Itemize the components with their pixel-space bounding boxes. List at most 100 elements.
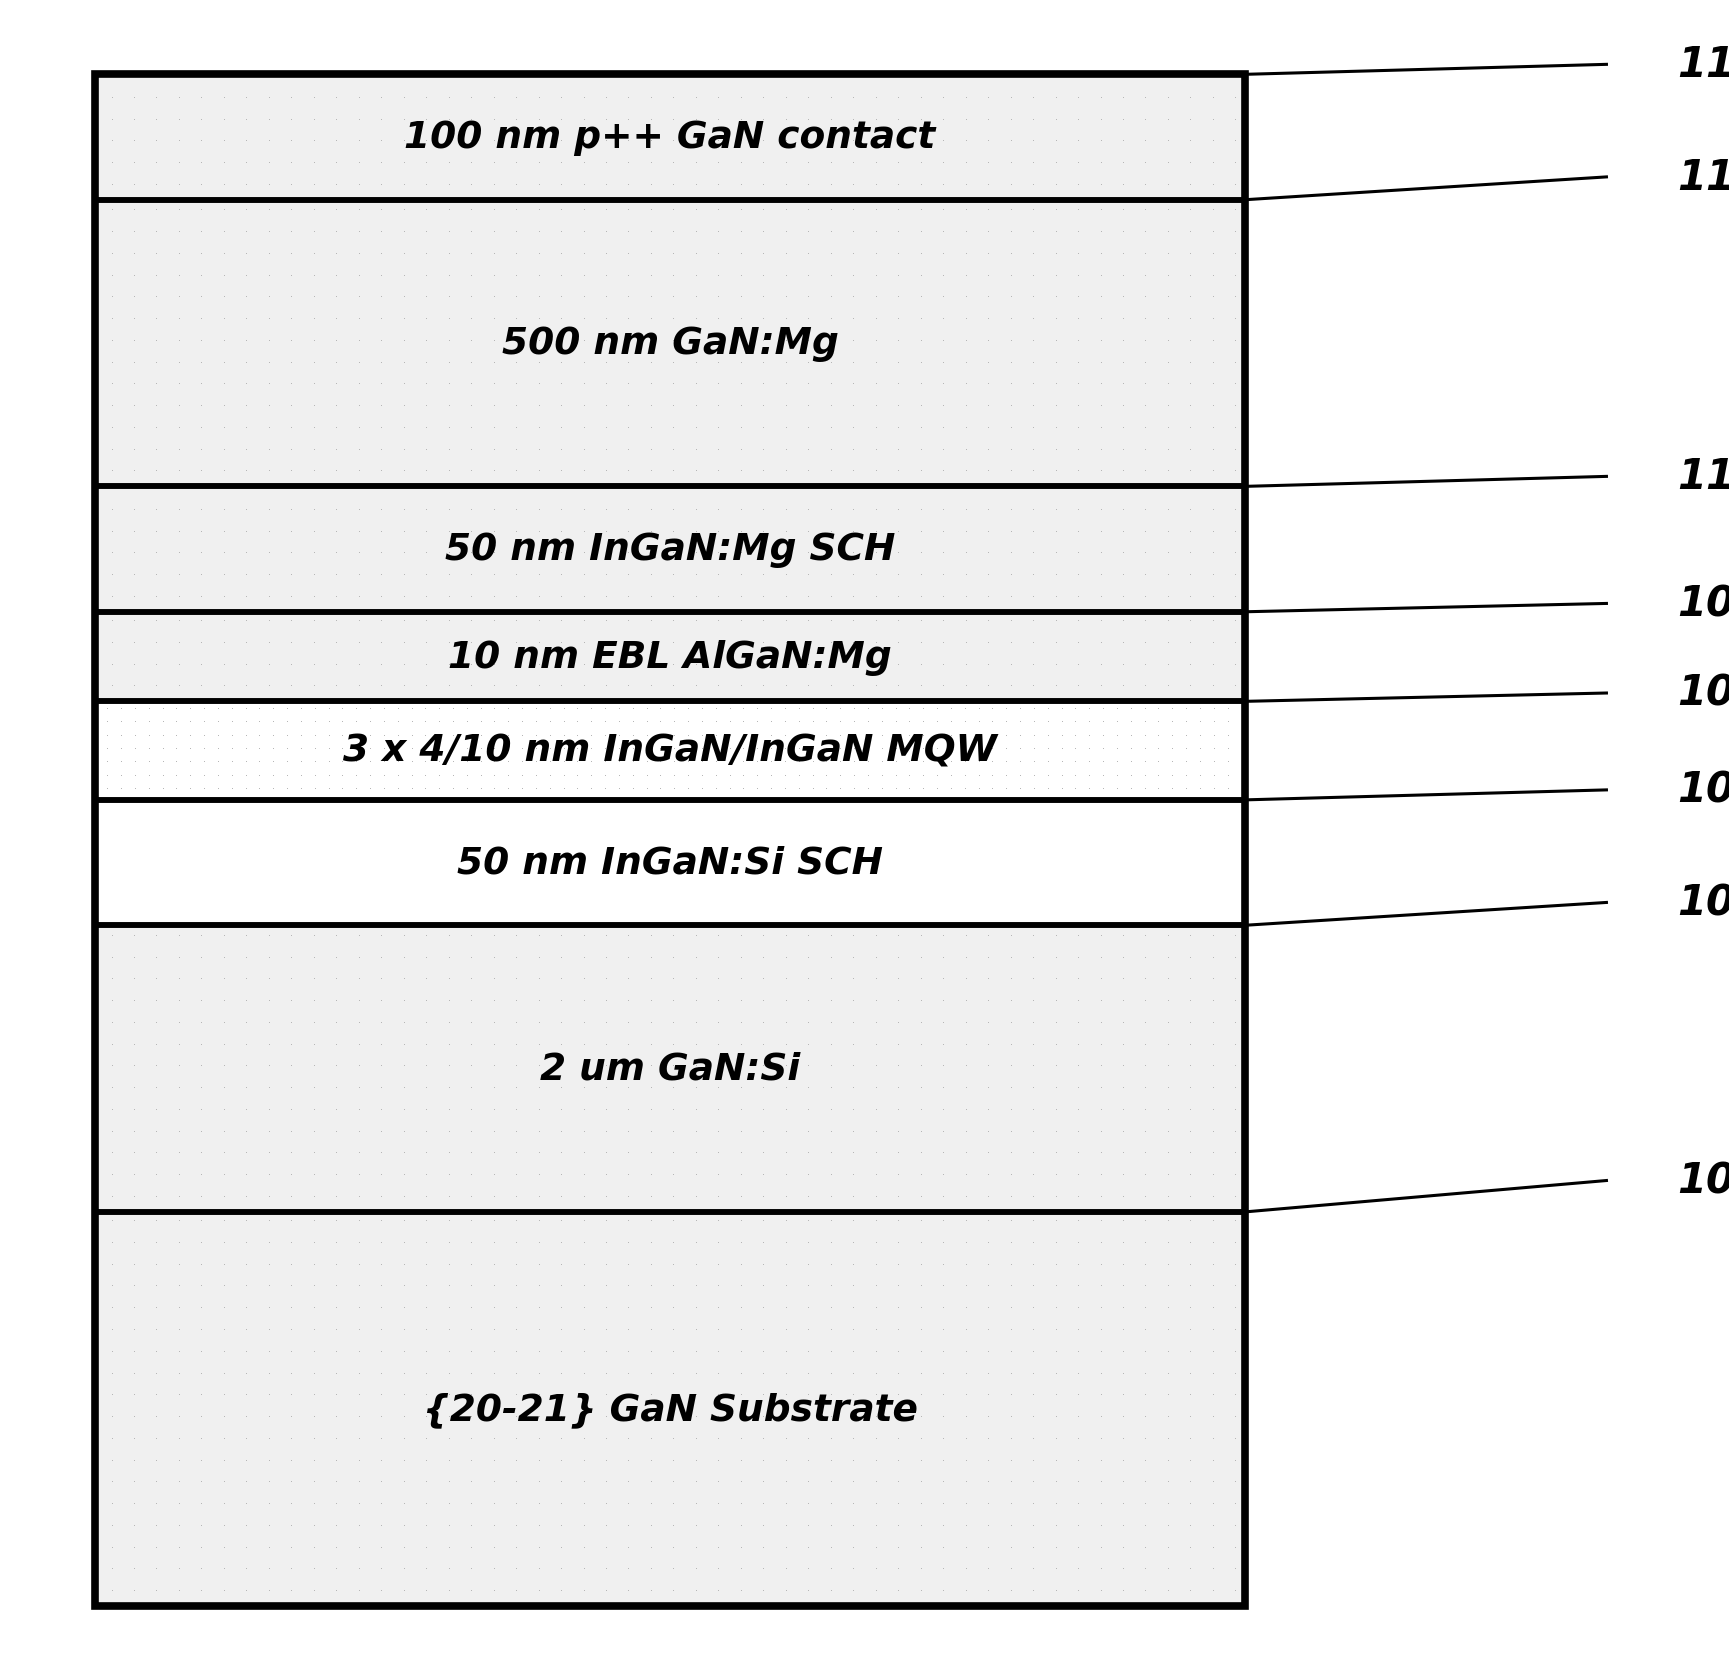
Point bbox=[254, 219, 282, 246]
Point bbox=[299, 1052, 327, 1079]
Point bbox=[861, 1380, 889, 1407]
Point bbox=[501, 540, 529, 567]
Point bbox=[569, 241, 597, 268]
Point bbox=[973, 437, 1001, 463]
Point bbox=[277, 629, 304, 656]
Point bbox=[501, 328, 529, 355]
Point bbox=[591, 1576, 619, 1603]
Point bbox=[636, 1250, 664, 1276]
Point bbox=[479, 673, 508, 699]
Point bbox=[121, 1052, 147, 1079]
Point bbox=[121, 673, 147, 699]
Point bbox=[1108, 1315, 1136, 1342]
Point bbox=[973, 328, 1001, 355]
Point bbox=[456, 629, 484, 656]
Point bbox=[479, 1358, 508, 1385]
Point bbox=[704, 540, 731, 567]
Point bbox=[546, 1576, 574, 1603]
Point bbox=[909, 748, 937, 775]
Point bbox=[389, 1118, 418, 1144]
Point bbox=[928, 1031, 956, 1057]
Point bbox=[107, 721, 135, 748]
Point bbox=[412, 497, 439, 524]
Point bbox=[164, 1293, 192, 1320]
Point bbox=[546, 1139, 574, 1166]
Point bbox=[1063, 84, 1091, 110]
Point bbox=[1198, 1096, 1226, 1123]
Point bbox=[384, 721, 412, 748]
Point bbox=[771, 393, 799, 420]
Point bbox=[1176, 944, 1203, 970]
Point bbox=[367, 607, 394, 634]
Point bbox=[1221, 1489, 1248, 1516]
Point bbox=[681, 1293, 709, 1320]
Point bbox=[928, 393, 956, 420]
Point bbox=[979, 694, 1006, 721]
Point bbox=[726, 393, 754, 420]
Point bbox=[367, 1096, 394, 1123]
Point bbox=[344, 1096, 372, 1123]
Point bbox=[591, 651, 619, 678]
Point bbox=[412, 437, 439, 463]
Point bbox=[928, 1337, 956, 1363]
Point bbox=[121, 708, 149, 734]
Point bbox=[1131, 263, 1158, 289]
Point bbox=[749, 1315, 776, 1342]
Point bbox=[389, 1161, 418, 1188]
Point bbox=[749, 1402, 776, 1429]
Point bbox=[906, 284, 934, 311]
Point bbox=[799, 761, 826, 788]
Point bbox=[1089, 734, 1117, 761]
Point bbox=[659, 540, 686, 567]
Point bbox=[884, 1358, 911, 1385]
Point bbox=[906, 629, 934, 656]
Point bbox=[659, 1183, 686, 1210]
Point bbox=[524, 673, 552, 699]
Point bbox=[1198, 415, 1226, 442]
Point bbox=[254, 241, 282, 268]
Point bbox=[546, 241, 574, 268]
Point bbox=[704, 371, 731, 398]
Point bbox=[211, 1009, 239, 1036]
Point bbox=[636, 241, 664, 268]
Point bbox=[412, 708, 439, 734]
Point bbox=[1020, 775, 1048, 801]
Point bbox=[1186, 775, 1214, 801]
Point bbox=[1153, 1512, 1181, 1539]
Point bbox=[965, 708, 992, 734]
Point bbox=[434, 540, 462, 567]
Point bbox=[121, 1556, 147, 1581]
Point bbox=[794, 519, 821, 545]
Point bbox=[456, 171, 484, 197]
Point bbox=[479, 629, 508, 656]
Point bbox=[501, 1250, 529, 1276]
Point bbox=[344, 284, 372, 311]
Point bbox=[928, 284, 956, 311]
Point bbox=[996, 1402, 1024, 1429]
Point bbox=[1018, 1512, 1046, 1539]
Point bbox=[254, 1228, 282, 1255]
Point bbox=[546, 415, 574, 442]
Point bbox=[1018, 1293, 1046, 1320]
Point bbox=[659, 1139, 686, 1166]
Point bbox=[681, 1118, 709, 1144]
Point bbox=[1063, 1139, 1091, 1166]
Point bbox=[142, 1228, 169, 1255]
Point bbox=[726, 306, 754, 333]
Point bbox=[1198, 149, 1226, 176]
Point bbox=[1176, 1009, 1203, 1036]
Point bbox=[232, 922, 259, 949]
Point bbox=[412, 1556, 439, 1581]
Point bbox=[1131, 1380, 1158, 1407]
Point bbox=[726, 1380, 754, 1407]
Bar bbox=[95, 75, 1245, 1606]
Point bbox=[1221, 1228, 1248, 1255]
Point bbox=[973, 263, 1001, 289]
Point bbox=[456, 1402, 484, 1429]
Point bbox=[254, 629, 282, 656]
Point bbox=[906, 1402, 934, 1429]
Point bbox=[367, 1031, 394, 1057]
Point bbox=[456, 1293, 484, 1320]
Point bbox=[854, 775, 882, 801]
Point bbox=[749, 1183, 776, 1210]
